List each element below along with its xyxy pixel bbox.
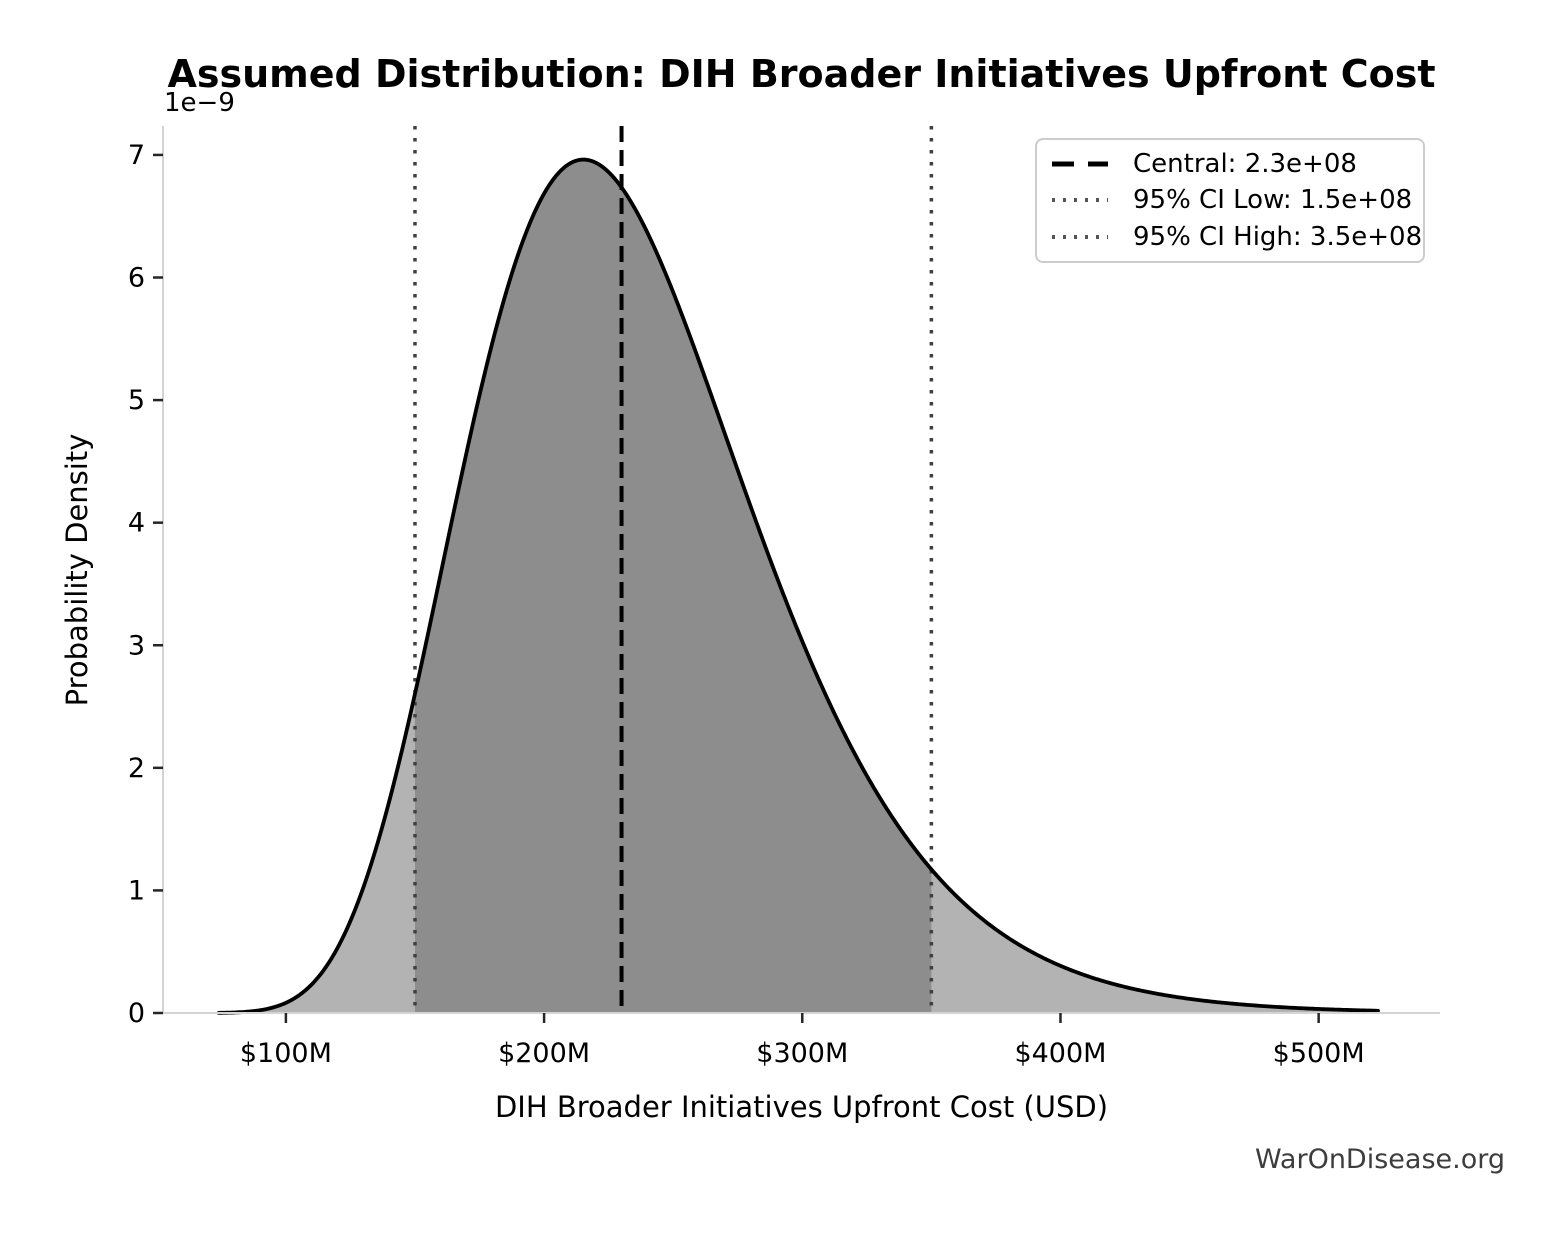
ci-region-fill xyxy=(414,159,932,1013)
y-tick-label: 1 xyxy=(128,875,145,906)
legend-row-ci-high: 95% CI High: 3.5e+08 xyxy=(1051,222,1422,252)
y-tick-label: 0 xyxy=(128,998,145,1029)
legend-label-central: Central: 2.3e+08 xyxy=(1133,149,1357,180)
dotted-line-sample-icon xyxy=(1052,234,1108,239)
chart-title: Assumed Distribution: DIH Broader Initia… xyxy=(167,52,1436,96)
x-tick-label: $500M xyxy=(1273,1038,1365,1069)
y-tick-label: 7 xyxy=(128,140,145,171)
y-tick-label: 5 xyxy=(128,385,145,416)
x-tick-label: $100M xyxy=(240,1038,332,1069)
dotted-line-sample-icon xyxy=(1052,198,1108,203)
legend-label-ci-low: 95% CI Low: 1.5e+08 xyxy=(1133,185,1413,216)
density-curve xyxy=(216,157,1380,1015)
y-tick-label: 4 xyxy=(128,508,145,539)
x-tick-label: $200M xyxy=(498,1038,590,1069)
y-tick-label: 3 xyxy=(128,630,145,661)
legend: Central: 2.3e+08 95% CI Low: 1.5e+08 95%… xyxy=(1035,138,1425,263)
y-tick-label: 6 xyxy=(128,263,145,294)
x-axis-label: DIH Broader Initiatives Upfront Cost (US… xyxy=(494,1090,1109,1124)
legend-row-ci-low: 95% CI Low: 1.5e+08 xyxy=(1051,185,1413,216)
x-tick-label: $400M xyxy=(1014,1038,1106,1069)
y-tick-label: 2 xyxy=(128,753,145,784)
dashed-line-sample-icon xyxy=(1052,161,1108,167)
y-axis-scale-offset-label: 1e−9 xyxy=(164,88,235,118)
y-axis-label: Probability Density xyxy=(60,433,94,707)
legend-row-central: Central: 2.3e+08 xyxy=(1051,149,1409,179)
x-tick-label: $300M xyxy=(756,1038,848,1069)
watermark: WarOnDisease.org xyxy=(1254,1144,1505,1175)
legend-label-ci-high: 95% CI High: 3.5e+08 xyxy=(1133,221,1423,252)
